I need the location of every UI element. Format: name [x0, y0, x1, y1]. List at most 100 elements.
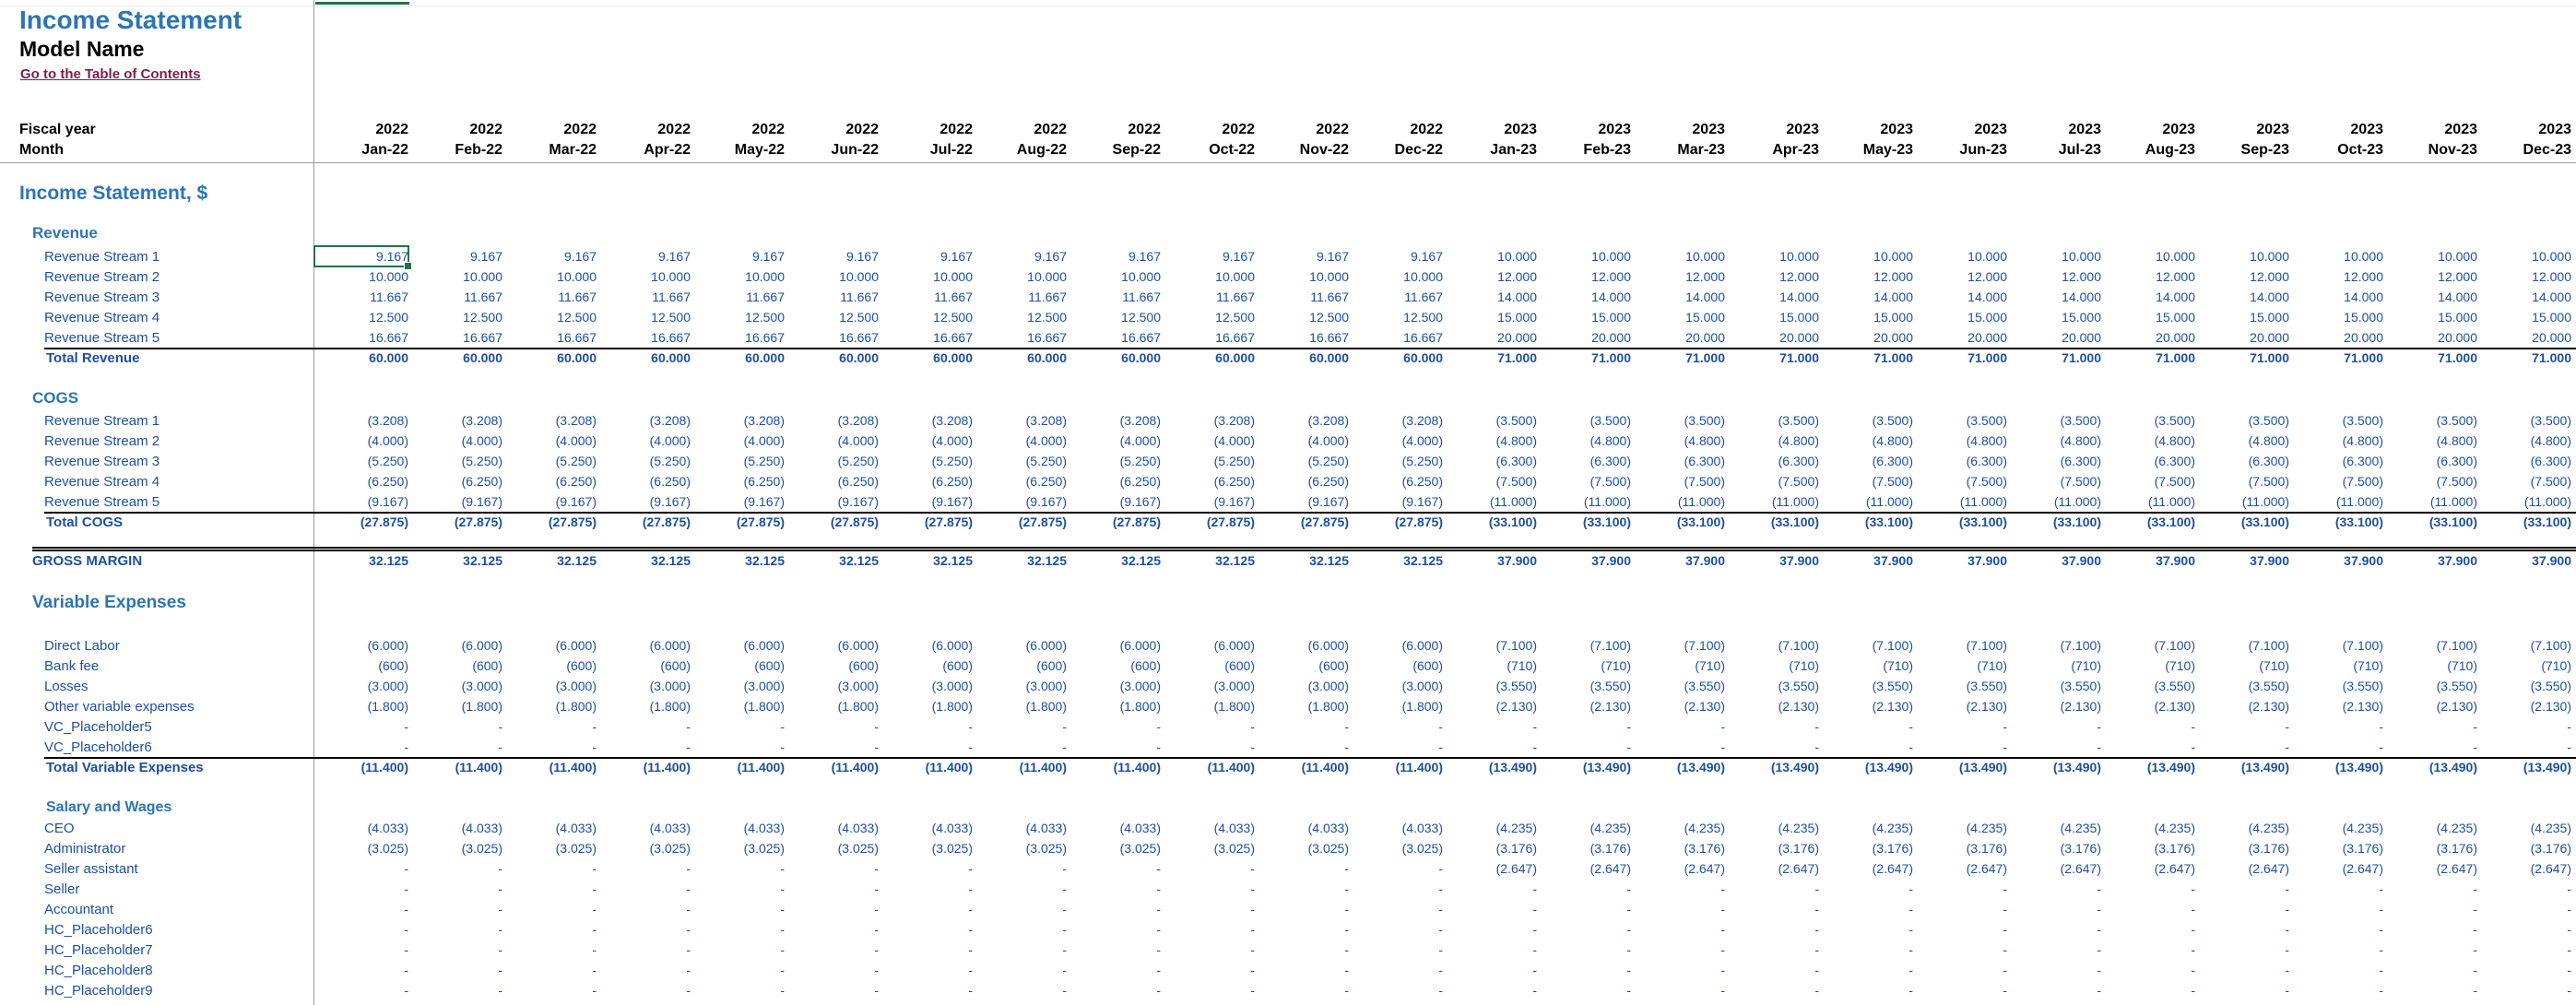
cell-value[interactable]: (13.490) [2052, 760, 2101, 774]
cell-value[interactable]: - [1156, 719, 1161, 734]
cell-value[interactable]: - [1250, 963, 1255, 977]
cell-value[interactable]: (3.500) [1778, 413, 1819, 428]
cell-value[interactable]: (3.208) [1119, 413, 1161, 428]
cell-value[interactable]: 12.500 [1215, 310, 1255, 325]
cell-value[interactable]: (2.647) [1589, 861, 1631, 876]
cell-value[interactable]: (4.033) [743, 821, 785, 835]
cell-value[interactable]: - [686, 861, 691, 876]
cell-value[interactable]: - [780, 983, 785, 998]
cell-value[interactable]: - [686, 942, 691, 957]
cell-value[interactable]: (33.100) [1958, 514, 2007, 529]
cell-value[interactable]: (33.100) [2334, 514, 2383, 529]
cell-value[interactable]: (2.647) [2530, 861, 2571, 876]
cell-value[interactable]: (4.000) [837, 433, 879, 448]
cell-value[interactable]: (3.025) [1025, 841, 1067, 856]
cell-value[interactable]: 11.667 [1122, 290, 1161, 304]
cell-value[interactable]: - [874, 963, 879, 977]
cell-value[interactable]: 10.000 [2250, 249, 2289, 264]
cell-value[interactable]: - [1250, 922, 1255, 937]
cell-value[interactable]: - [2379, 963, 2383, 977]
cell-value[interactable]: 32.125 [1309, 553, 1349, 568]
cell-value[interactable]: (13.490) [1958, 760, 2007, 774]
cell-value[interactable]: 20.000 [1497, 330, 1537, 345]
cell-value[interactable]: - [404, 963, 408, 977]
cell-value[interactable]: - [874, 902, 879, 916]
cell-value[interactable]: (1.800) [931, 699, 973, 714]
cell-value[interactable]: (3.208) [461, 413, 502, 428]
cell-value[interactable]: 37.900 [2062, 553, 2101, 568]
cell-value[interactable]: (3.025) [1307, 841, 1349, 856]
cell-value[interactable]: - [1438, 942, 1443, 957]
cell-value[interactable]: (33.100) [1488, 514, 1537, 529]
cell-value[interactable]: - [1532, 719, 1537, 734]
cell-value[interactable]: (11.000) [1489, 494, 1537, 509]
cell-value[interactable]: 71.000 [2344, 350, 2383, 365]
cell-value[interactable]: 20.000 [2062, 330, 2101, 345]
cell-value[interactable]: (3.176) [1778, 841, 1819, 856]
cell-value[interactable]: (7.500) [1495, 474, 1537, 489]
cell-value[interactable]: - [1062, 739, 1067, 754]
cell-value[interactable]: (3.208) [837, 413, 879, 428]
cell-value[interactable]: 71.000 [1591, 350, 1631, 365]
cell-value[interactable]: - [2567, 902, 2571, 916]
cell-value[interactable]: 9.167 [939, 249, 973, 264]
cell-value[interactable]: - [2003, 983, 2007, 998]
cell-value[interactable]: - [1626, 902, 1631, 916]
cell-value[interactable]: - [592, 719, 597, 734]
cell-value[interactable]: - [1344, 922, 1349, 937]
cell-value[interactable]: (3.550) [1872, 679, 1913, 693]
cell-value[interactable]: (4.033) [1119, 821, 1161, 835]
cell-value[interactable]: - [2285, 963, 2289, 977]
cell-value[interactable]: (1.800) [1307, 699, 1349, 714]
cell-value[interactable]: - [1532, 963, 1537, 977]
cell-value[interactable]: - [404, 861, 408, 876]
cell-value[interactable]: (1.800) [1213, 699, 1255, 714]
cell-value[interactable]: (6.250) [367, 474, 408, 489]
cell-value[interactable]: (27.875) [924, 514, 973, 529]
cell-value[interactable]: (6.250) [931, 474, 973, 489]
cell-value[interactable]: 20.000 [1685, 330, 1725, 345]
cell-value[interactable]: (1.800) [1119, 699, 1161, 714]
cell-value[interactable]: (13.490) [2428, 760, 2477, 774]
cell-value[interactable]: 14.000 [2156, 290, 2195, 304]
cell-value[interactable]: 20.000 [2344, 330, 2383, 345]
cell-value[interactable]: (6.000) [461, 638, 502, 653]
cell-value[interactable]: (710) [1883, 658, 1913, 673]
cell-value[interactable]: (3.500) [2060, 413, 2101, 428]
cell-value[interactable]: 11.667 [370, 290, 408, 304]
cell-value[interactable]: - [2473, 963, 2477, 977]
cell-value[interactable]: (3.208) [1401, 413, 1443, 428]
cell-value[interactable]: 60.000 [839, 350, 879, 365]
cell-value[interactable]: - [874, 983, 879, 998]
cell-value[interactable]: 9.167 [375, 249, 408, 264]
cell-value[interactable]: (4.800) [1589, 433, 1631, 448]
cell-value[interactable]: (600) [1036, 658, 1067, 673]
cell-value[interactable]: - [592, 983, 597, 998]
cell-value[interactable]: (710) [1977, 658, 2007, 673]
cell-value[interactable]: (600) [472, 658, 502, 673]
cell-value[interactable]: - [2003, 902, 2007, 916]
cell-value[interactable]: 60.000 [1403, 350, 1443, 365]
cell-value[interactable]: - [1250, 739, 1255, 754]
cell-value[interactable]: - [1344, 942, 1349, 957]
cell-value[interactable]: (6.300) [2060, 454, 2101, 468]
cell-value[interactable]: 12.500 [557, 310, 597, 325]
cell-value[interactable]: (3.500) [1495, 413, 1537, 428]
cell-value[interactable]: (3.500) [1872, 413, 1913, 428]
cell-value[interactable]: - [1532, 942, 1537, 957]
cell-value[interactable]: (3.550) [2530, 679, 2571, 693]
cell-value[interactable]: 12.500 [463, 310, 502, 325]
cell-value[interactable]: 15.000 [1497, 310, 1537, 325]
cell-value[interactable]: - [1720, 739, 1725, 754]
cell-value[interactable]: (4.800) [2530, 433, 2571, 448]
cell-value[interactable]: (3.025) [461, 841, 502, 856]
cell-value[interactable]: (2.647) [1966, 861, 2007, 876]
cell-value[interactable]: 11.667 [464, 290, 502, 304]
cell-value[interactable]: (4.000) [555, 433, 597, 448]
cell-value[interactable]: 15.000 [1591, 310, 1631, 325]
cell-value[interactable]: (6.000) [837, 638, 879, 653]
cell-value[interactable]: - [1908, 719, 1913, 734]
cell-value[interactable]: (7.500) [2436, 474, 2477, 489]
cell-value[interactable]: - [2191, 881, 2195, 896]
cell-value[interactable]: - [968, 902, 973, 916]
